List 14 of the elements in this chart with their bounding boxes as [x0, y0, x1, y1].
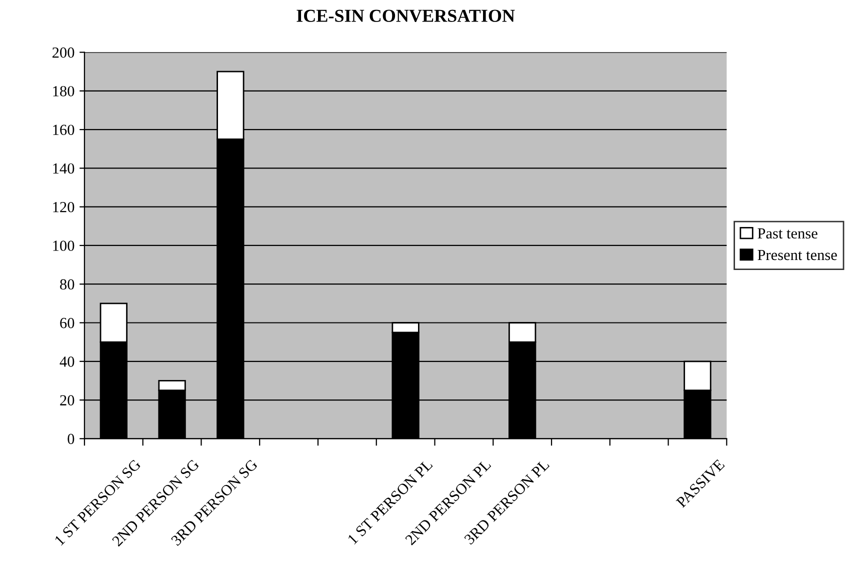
y-tick-label: 160 — [53, 124, 74, 136]
chart-title: ICE-SIN CONVERSATION — [296, 10, 515, 22]
y-tick-label: 140 — [53, 163, 74, 174]
y-tick-label: 40 — [60, 356, 74, 367]
y-tick-label: 200 — [52, 47, 74, 58]
y-tick-label: 20 — [60, 395, 74, 406]
legend-label: Present tense — [758, 250, 837, 260]
legend-label: Past tense — [758, 228, 818, 239]
y-tick-label: 180 — [53, 86, 74, 96]
y-tick-label: 100 — [53, 240, 74, 251]
y-tick-label: 60 — [60, 318, 74, 328]
y-tick-label: 0 — [68, 434, 74, 444]
y-tick-label: 80 — [60, 279, 74, 290]
y-tick-label: 120 — [53, 202, 74, 212]
